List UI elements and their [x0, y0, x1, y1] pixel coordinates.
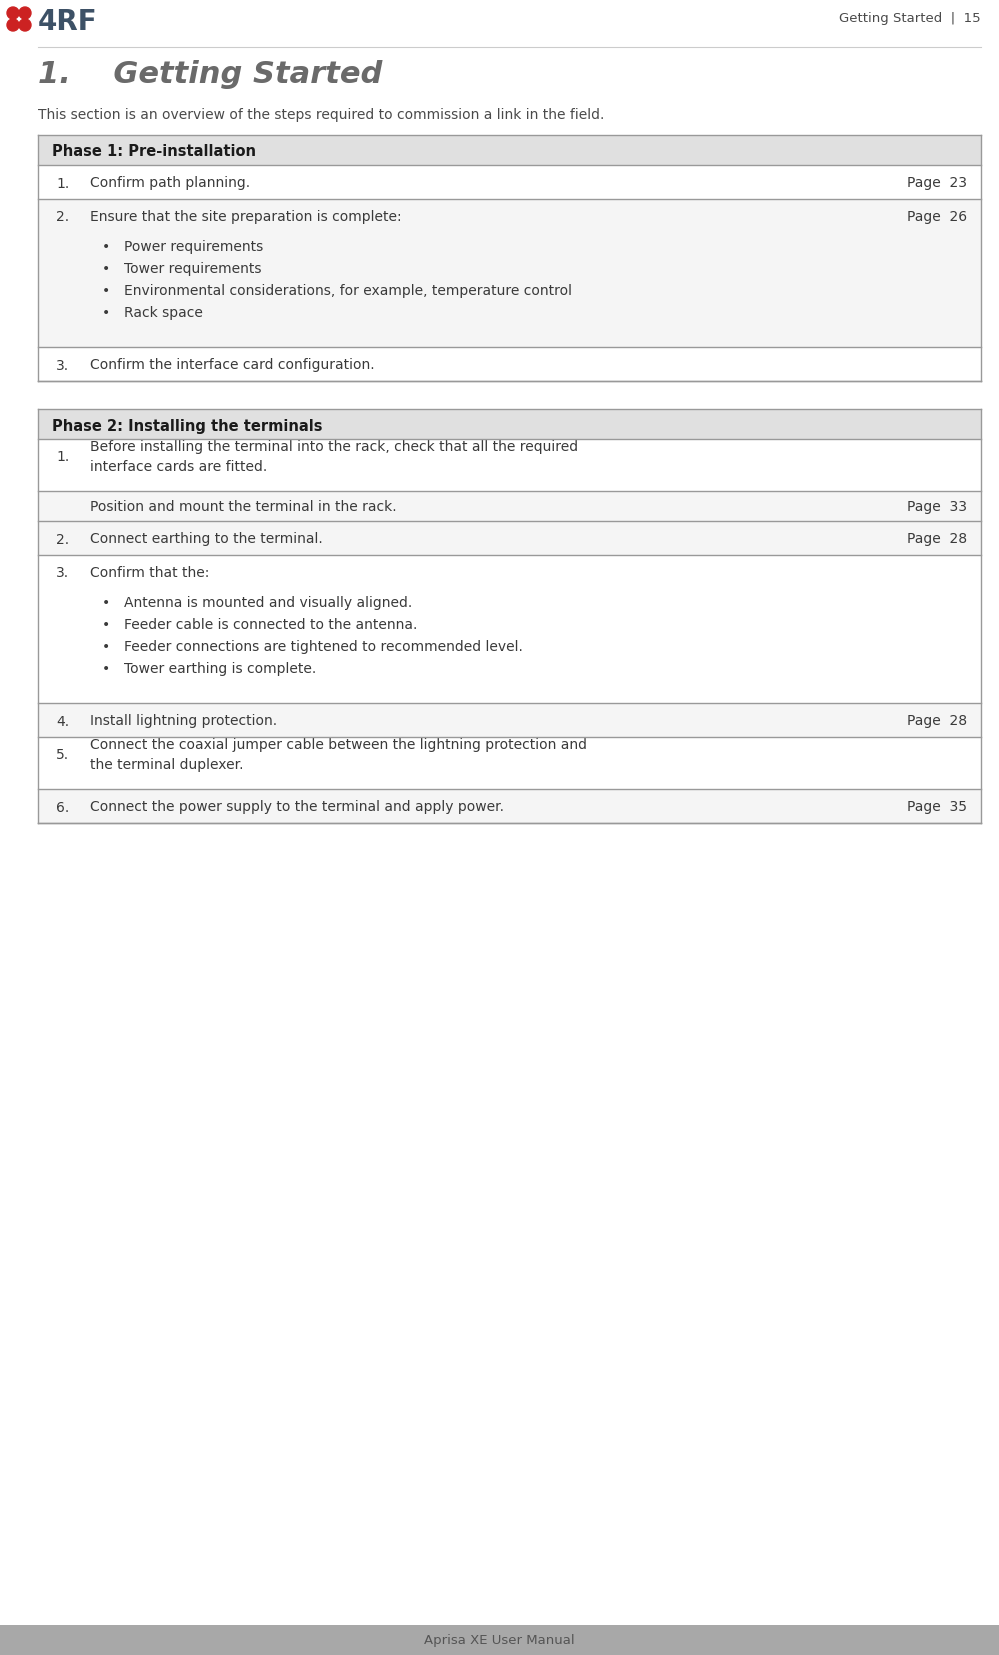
Bar — [38, 492, 981, 521]
Circle shape — [19, 20, 31, 31]
Text: Aprisa XE User Manual: Aprisa XE User Manual — [425, 1633, 574, 1647]
Bar — [38, 166, 981, 200]
Text: Page  23: Page 23 — [907, 175, 967, 190]
Text: Install lightning protection.: Install lightning protection. — [90, 713, 277, 728]
Text: Connect earthing to the terminal.: Connect earthing to the terminal. — [90, 531, 323, 546]
Text: Getting Started  |  15: Getting Started | 15 — [839, 12, 981, 25]
Text: 6.: 6. — [56, 801, 69, 814]
Text: •: • — [102, 240, 110, 253]
Text: Feeder cable is connected to the antenna.: Feeder cable is connected to the antenna… — [124, 617, 418, 632]
Text: Confirm that the:: Confirm that the: — [90, 566, 210, 579]
Bar — [38, 703, 981, 738]
Text: 1.: 1. — [56, 177, 69, 190]
Text: •: • — [102, 261, 110, 276]
Text: Connect the power supply to the terminal and apply power.: Connect the power supply to the terminal… — [90, 799, 504, 814]
Text: •: • — [102, 662, 110, 675]
Bar — [0, 1625, 999, 1655]
Circle shape — [7, 20, 19, 31]
Bar — [38, 556, 981, 703]
Text: 5.: 5. — [56, 748, 69, 761]
Text: 2.: 2. — [56, 210, 69, 223]
Text: 2.: 2. — [56, 533, 69, 546]
Text: 3.: 3. — [56, 566, 69, 579]
Bar — [38, 789, 981, 824]
Text: Position and mount the terminal in the rack.: Position and mount the terminal in the r… — [90, 500, 397, 513]
Text: •: • — [102, 306, 110, 319]
Text: •: • — [102, 617, 110, 632]
Bar — [38, 521, 981, 556]
Text: 4RF: 4RF — [38, 8, 98, 36]
Text: Ensure that the site preparation is complete:: Ensure that the site preparation is comp… — [90, 210, 402, 223]
Text: This section is an overview of the steps required to commission a link in the fi: This section is an overview of the steps… — [38, 108, 604, 122]
Text: Page  26: Page 26 — [907, 210, 967, 223]
Text: Page  33: Page 33 — [907, 500, 967, 513]
Text: Phase 1: Pre-installation: Phase 1: Pre-installation — [52, 144, 256, 159]
Text: Power requirements: Power requirements — [124, 240, 264, 253]
Bar — [38, 200, 981, 348]
Bar — [38, 440, 981, 492]
Text: •: • — [102, 283, 110, 298]
Bar — [38, 136, 981, 166]
Text: Phase 2: Installing the terminals: Phase 2: Installing the terminals — [52, 419, 323, 434]
Text: Before installing the terminal into the rack, check that all the required
interf: Before installing the terminal into the … — [90, 440, 578, 473]
Text: Rack space: Rack space — [124, 306, 203, 319]
Text: Tower requirements: Tower requirements — [124, 261, 262, 276]
Text: Page  28: Page 28 — [907, 531, 967, 546]
Text: Connect the coaxial jumper cable between the lightning protection and
the termin: Connect the coaxial jumper cable between… — [90, 738, 587, 771]
Bar — [38, 348, 981, 382]
Text: •: • — [102, 639, 110, 654]
Text: Confirm the interface card configuration.: Confirm the interface card configuration… — [90, 357, 375, 372]
Text: 4.: 4. — [56, 715, 69, 728]
Text: Page  35: Page 35 — [907, 799, 967, 814]
Text: Environmental considerations, for example, temperature control: Environmental considerations, for exampl… — [124, 283, 572, 298]
Text: 3.: 3. — [56, 359, 69, 372]
Bar — [38, 410, 981, 440]
Text: Confirm path planning.: Confirm path planning. — [90, 175, 250, 190]
Text: Antenna is mounted and visually aligned.: Antenna is mounted and visually aligned. — [124, 596, 413, 609]
Text: 1.    Getting Started: 1. Getting Started — [38, 60, 383, 89]
Text: 1.: 1. — [56, 450, 69, 463]
Circle shape — [7, 8, 19, 20]
Text: Feeder connections are tightened to recommended level.: Feeder connections are tightened to reco… — [124, 639, 522, 654]
Text: Tower earthing is complete.: Tower earthing is complete. — [124, 662, 317, 675]
Bar — [38, 738, 981, 789]
Text: •: • — [102, 596, 110, 609]
Circle shape — [19, 8, 31, 20]
Text: Page  28: Page 28 — [907, 713, 967, 728]
